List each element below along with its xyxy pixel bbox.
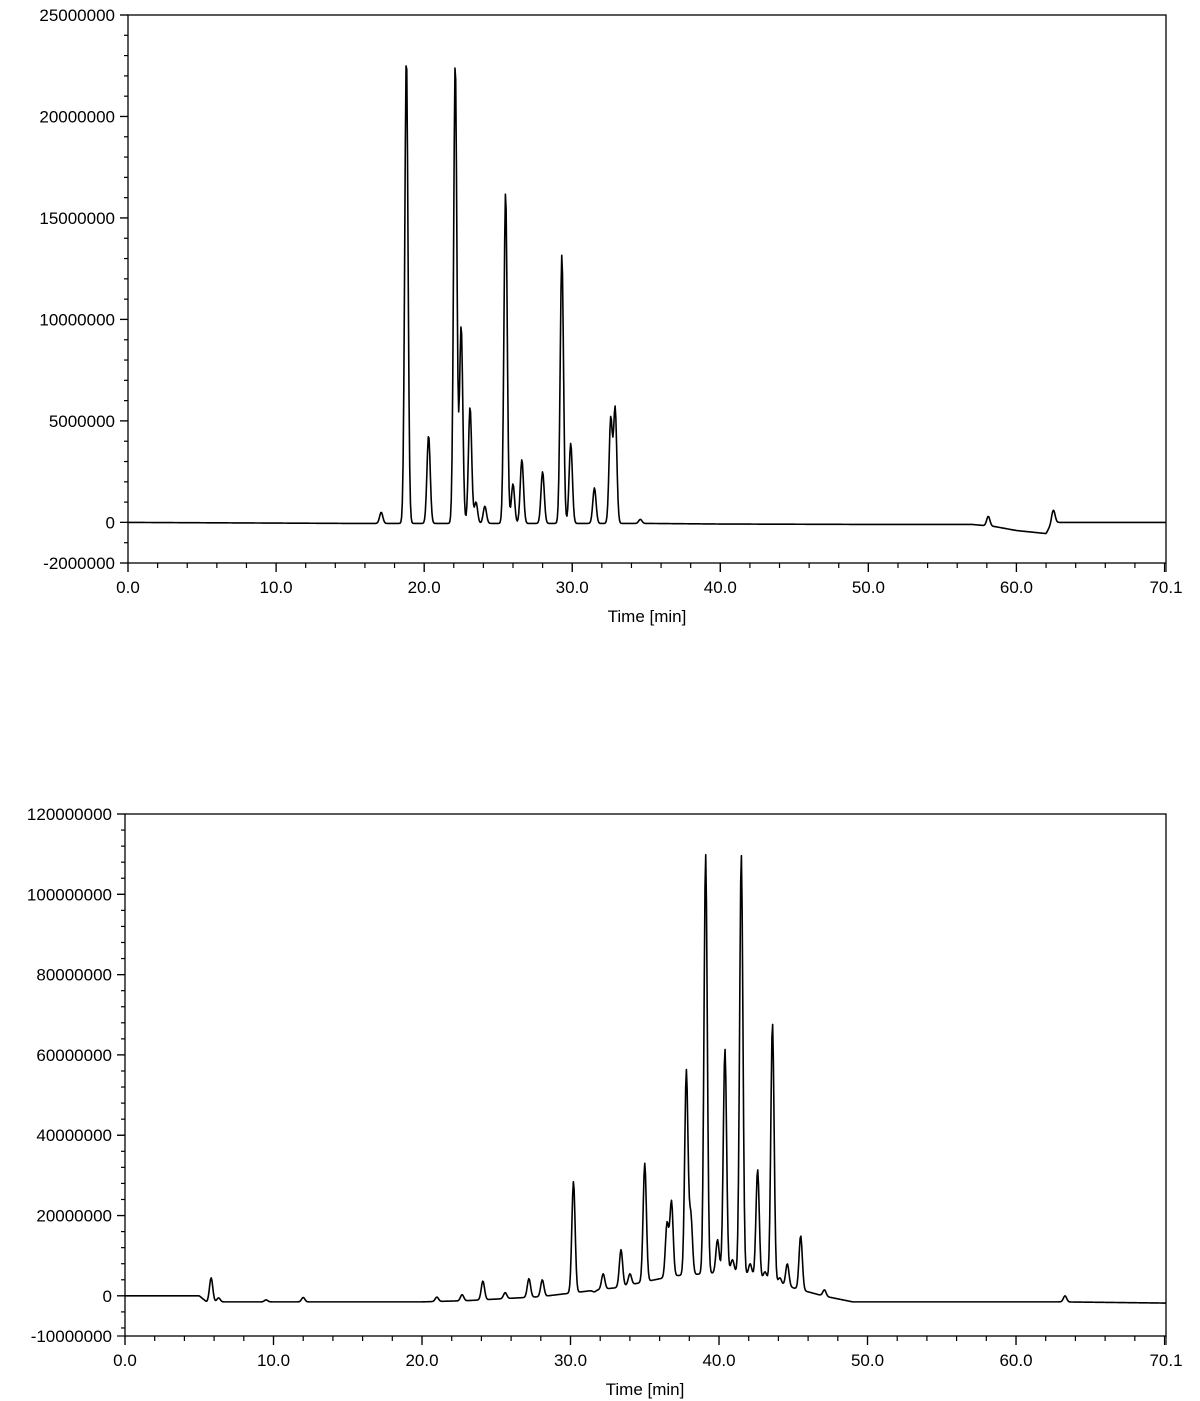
x-tick-label: 10.0 [257, 1351, 290, 1370]
y-tick-label: 25000000 [39, 6, 115, 25]
x-axis-title-bottom: Time [min] [606, 1380, 685, 1399]
x-tick-label: 0.0 [113, 1351, 137, 1370]
x-tick-label: 10.0 [260, 578, 293, 597]
y-tick-label: 10000000 [39, 310, 115, 329]
x-tick-label: 40.0 [704, 578, 737, 597]
chart-panel-bottom: 120000000 100000000 80000000 60000000 400000… [27, 805, 1183, 1399]
x-axis-title-top: Time [min] [608, 607, 687, 626]
y-tick-label: -10000000 [31, 1327, 112, 1346]
y-tick-label: 40000000 [36, 1126, 112, 1145]
y-tick-label: 15000000 [39, 209, 115, 228]
plot-frame-bottom [124, 813, 1167, 1337]
y-tick-label: 0 [106, 513, 115, 532]
x-tick-label: 60.0 [1000, 578, 1033, 597]
y-tick-label: 20000000 [36, 1207, 112, 1226]
trace-line-bottom [124, 853, 1167, 1304]
y-tick-label: 80000000 [36, 966, 112, 985]
x-axis-bottom: 0.0 10.0 20.0 30.0 40.0 50.0 60.0 70.1 [113, 1336, 1183, 1370]
x-tick-label: 70.1 [1149, 578, 1182, 597]
x-tick-label: 30.0 [556, 578, 589, 597]
x-tick-label: 20.0 [408, 578, 441, 597]
x-tick-label: 20.0 [405, 1351, 438, 1370]
plot-frame-top [127, 14, 1167, 564]
chart-panel-top: 25000000 20000000 15000000 10000000 5000000 0… [39, 6, 1182, 626]
y-tick-label: 5000000 [49, 412, 115, 431]
x-tick-label: 0.0 [116, 578, 140, 597]
x-tick-label: 60.0 [999, 1351, 1032, 1370]
y-tick-label: 20000000 [39, 107, 115, 126]
x-tick-label: 70.1 [1149, 1351, 1182, 1370]
y-tick-label: 120000000 [27, 805, 112, 824]
y-tick-label: 60000000 [36, 1046, 112, 1065]
x-tick-label: 30.0 [554, 1351, 587, 1370]
y-axis-bottom: 120000000 100000000 80000000 60000000 400000… [27, 805, 125, 1346]
y-tick-label: 100000000 [27, 885, 112, 904]
x-tick-label: 40.0 [702, 1351, 735, 1370]
x-tick-label: 50.0 [852, 578, 885, 597]
y-axis-top: 25000000 20000000 15000000 10000000 5000000 0… [39, 6, 128, 573]
x-tick-label: 50.0 [851, 1351, 884, 1370]
y-tick-label: 0 [103, 1287, 112, 1306]
x-axis-top: 0.0 10.0 20.0 30.0 40.0 50.0 60.0 70.1 [116, 563, 1183, 597]
trace-line-top [127, 65, 1167, 535]
y-tick-label: -2000000 [43, 554, 115, 573]
